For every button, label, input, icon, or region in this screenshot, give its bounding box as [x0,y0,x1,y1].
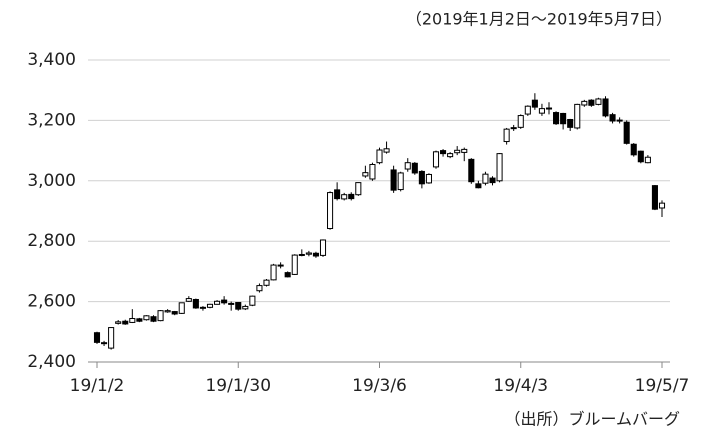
candle-body [256,285,263,292]
candle-body [298,253,305,256]
candle-body [468,158,475,183]
candle-body [496,153,503,182]
candle-body [531,99,538,108]
candle-body [369,163,376,180]
candle-body [249,295,256,306]
candle-body [136,318,143,322]
candle-body [319,239,327,256]
x-tick-label: 19/1/30 [205,376,271,396]
candle-body [178,302,185,314]
candle-body [545,107,553,110]
candle-body [447,153,454,158]
candle-body [334,189,341,200]
candle-body [228,302,235,305]
y-tick-label: 3,000 [27,171,76,191]
candle-body [510,127,517,130]
candle-body [651,185,658,210]
x-tick-label: 19/5/7 [635,376,690,396]
candle-body [658,202,666,209]
candle-body [355,182,362,196]
candle-body [214,300,221,305]
candle-body [440,150,447,155]
candle-body [432,151,440,168]
candle-body [595,98,602,105]
candle-body [348,193,355,200]
candle-body [489,177,496,184]
candle-body [616,119,623,122]
source-note: （出所）ブルームバーグ [504,410,680,429]
candle-body [291,254,298,275]
candle-body [235,302,242,310]
candle-body [454,149,461,154]
chart-title: （2019年1月2日～2019年5月7日） [406,10,672,29]
candle-body [411,162,418,174]
candle-body [263,279,270,286]
candle-body [199,306,206,309]
candle-body [602,98,609,117]
x-tick-label: 19/4/3 [493,376,548,396]
candle-body [115,321,122,324]
candle-body [341,194,348,200]
candle-body [425,173,432,184]
candle-body [122,320,129,325]
candle-body [475,183,482,189]
candle-body [503,128,510,143]
candle-body [206,303,214,308]
y-tick-label: 2,600 [27,292,76,312]
candle-body [567,118,574,128]
candle-body [644,156,651,164]
candle-body [588,99,595,106]
candle-body [284,272,291,278]
candle-body [242,305,249,310]
candle-body [553,112,560,125]
candle-body [418,170,425,185]
candle-body [150,316,157,322]
candle-body [560,112,567,125]
candle-body [221,299,228,304]
candle-body [93,332,101,343]
candle-body [327,192,334,230]
candle-body [376,149,383,164]
candle-body [482,173,489,184]
candle-body [404,162,411,170]
candle-body [581,100,588,106]
candle-body [185,298,192,302]
candle-body [461,148,468,153]
candle-body [517,115,524,128]
candle-body [609,114,616,122]
candle-body [383,148,390,153]
y-tick-label: 2,400 [27,352,76,372]
candle-body [108,327,115,349]
candle-body [143,315,150,321]
candle-body [397,172,404,191]
candle-body [157,310,164,322]
candle-body [192,298,199,309]
candle-body [362,172,369,177]
candle-body [637,150,644,163]
candle-body [312,252,319,257]
candle-body [574,103,581,129]
y-tick-label: 3,400 [27,50,76,70]
candle-body [623,121,630,144]
y-tick-label: 3,200 [27,110,76,130]
y-tick-label: 2,800 [27,231,76,251]
candle-body [171,311,178,315]
candle-body [630,143,637,156]
candle-body [129,318,136,323]
candle-body [101,342,108,345]
x-tick-label: 19/1/2 [70,376,125,396]
candle-body [277,264,284,267]
candle-body [524,105,531,115]
candle-body [390,169,397,191]
candle-body [305,252,312,255]
candle-body [538,108,545,114]
candle-body [270,264,277,281]
candle-body [164,310,171,313]
x-tick-label: 19/3/6 [352,376,407,396]
